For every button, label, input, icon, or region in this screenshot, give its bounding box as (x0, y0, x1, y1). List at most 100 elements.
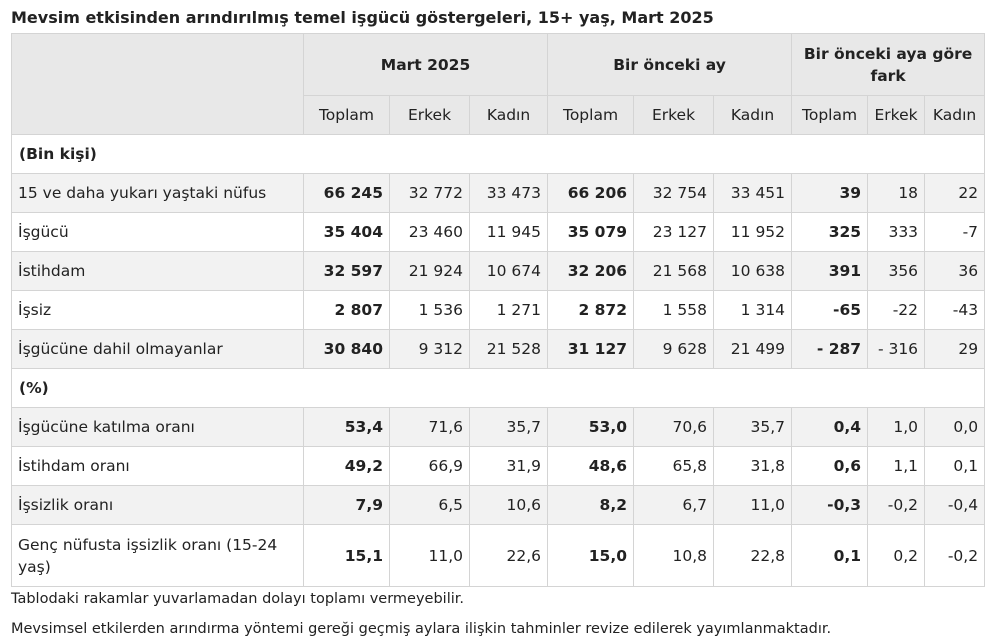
cell-value: - 316 (867, 329, 926, 369)
table-row: 15 ve daha yukarı yaştaki nüfus 66 245 3… (11, 173, 986, 213)
section-label: (%) (10, 368, 986, 408)
row-label: İşgücüne dahil olmayanlar (11, 329, 304, 369)
cell-value: 29 (924, 329, 986, 369)
cell-value: 1,0 (867, 407, 926, 447)
cell-value: -65 (791, 290, 869, 330)
col-header-female: Kadın (468, 95, 549, 135)
cell-value: 35 079 (547, 212, 635, 252)
cell-value: 22,6 (468, 524, 549, 587)
cell-value: 35,7 (468, 407, 549, 447)
cell-value: -7 (924, 212, 986, 252)
cell-value: 21 528 (468, 329, 549, 369)
cell-value: 1 314 (713, 290, 793, 330)
cell-value: 71,6 (389, 407, 470, 447)
cell-value: 11,0 (713, 485, 793, 525)
cell-value: 9 628 (633, 329, 715, 369)
row-label: İşsizlik oranı (11, 485, 304, 525)
cell-value: 6,5 (389, 485, 470, 525)
cell-value: 22,8 (713, 524, 793, 587)
cell-value: 15,1 (303, 524, 390, 587)
cell-value: 35 404 (303, 212, 390, 252)
cell-value: 10 674 (468, 251, 549, 291)
cell-value: 48,6 (547, 446, 635, 486)
col-header-total: Toplam (303, 95, 390, 135)
section-row-percent: (%) (10, 368, 986, 408)
col-header-total: Toplam (791, 95, 869, 135)
cell-value: -0,3 (791, 485, 869, 525)
cell-value: 18 (867, 173, 926, 213)
cell-value: 23 460 (389, 212, 470, 252)
section-row-thousand-persons: (Bin kişi) (10, 134, 986, 174)
table-row: İşsizlik oranı 7,9 6,5 10,6 8,2 6,7 11,0… (11, 485, 986, 525)
cell-value: 1 271 (468, 290, 549, 330)
cell-value: 0,4 (791, 407, 869, 447)
cell-value: 11,0 (389, 524, 470, 587)
cell-value: 49,2 (303, 446, 390, 486)
table-row: Genç nüfusta işsizlik oranı (15-24 yaş) … (11, 524, 986, 587)
table-title: Mevsim etkisinden arındırılmış temel işg… (11, 8, 714, 27)
cell-value: 23 127 (633, 212, 715, 252)
cell-value: 7,9 (303, 485, 390, 525)
cell-value: 2 872 (547, 290, 635, 330)
cell-value: 31 127 (547, 329, 635, 369)
cell-value: 10,6 (468, 485, 549, 525)
table-row: İstihdam oranı 49,2 66,9 31,9 48,6 65,8 … (11, 446, 986, 486)
row-label: 15 ve daha yukarı yaştaki nüfus (11, 173, 304, 213)
cell-value: 35,7 (713, 407, 793, 447)
cell-value: 0,1 (924, 446, 986, 486)
cell-value: 1 558 (633, 290, 715, 330)
cell-value: 391 (791, 251, 869, 291)
cell-value: 36 (924, 251, 986, 291)
cell-value: -0,2 (867, 485, 926, 525)
labour-indicators-table: Mart 2025 Bir önceki ay Bir önceki aya g… (10, 33, 986, 587)
table-row: İstihdam 32 597 21 924 10 674 32 206 21 … (11, 251, 986, 291)
table-row: İşsiz 2 807 1 536 1 271 2 872 1 558 1 31… (11, 290, 986, 330)
row-label: İşgücüne katılma oranı (11, 407, 304, 447)
cell-value: 30 840 (303, 329, 390, 369)
footnote-rounding: Tablodaki rakamlar yuvarlamadan dolayı t… (11, 591, 464, 607)
cell-value: 66,9 (389, 446, 470, 486)
cell-value: 33 473 (468, 173, 549, 213)
cell-value: 0,2 (867, 524, 926, 587)
cell-value: 21 924 (389, 251, 470, 291)
cell-value: 70,6 (633, 407, 715, 447)
table-row: İşgücü 35 404 23 460 11 945 35 079 23 12… (11, 212, 986, 252)
row-label: Genç nüfusta işsizlik oranı (15-24 yaş) (11, 524, 304, 587)
header-empty-cell (11, 33, 304, 135)
cell-value: 53,4 (303, 407, 390, 447)
cell-value: 356 (867, 251, 926, 291)
table-row: İşgücüne katılma oranı 53,4 71,6 35,7 53… (11, 407, 986, 447)
cell-value: 10 638 (713, 251, 793, 291)
cell-value: 22 (924, 173, 986, 213)
cell-value: 66 245 (303, 173, 390, 213)
footnote-revision: Mevsimsel etkilerden arındırma yöntemi g… (11, 621, 832, 637)
cell-value: 32 206 (547, 251, 635, 291)
cell-value: 0,1 (791, 524, 869, 587)
cell-value: 11 945 (468, 212, 549, 252)
cell-value: 0,0 (924, 407, 986, 447)
group-header-current: Mart 2025 (302, 33, 549, 96)
cell-value: 9 312 (389, 329, 470, 369)
cell-value: 10,8 (633, 524, 715, 587)
cell-value: 66 206 (547, 173, 635, 213)
row-label: İşsiz (11, 290, 304, 330)
cell-value: 1,1 (867, 446, 926, 486)
cell-value: -22 (867, 290, 926, 330)
col-header-male: Erkek (389, 95, 470, 135)
cell-value: -0,4 (924, 485, 986, 525)
cell-value: 325 (791, 212, 869, 252)
cell-value: 6,7 (633, 485, 715, 525)
row-label: İstihdam (11, 251, 304, 291)
cell-value: 53,0 (547, 407, 635, 447)
col-header-male: Erkek (633, 95, 715, 135)
cell-value: 65,8 (633, 446, 715, 486)
cell-value: -43 (924, 290, 986, 330)
cell-value: 0,6 (791, 446, 869, 486)
cell-value: 8,2 (547, 485, 635, 525)
cell-value: 1 536 (389, 290, 470, 330)
row-label: İstihdam oranı (11, 446, 304, 486)
group-header-difference: Bir önceki aya göre fark (791, 33, 986, 96)
section-label: (Bin kişi) (10, 134, 986, 174)
col-header-female: Kadın (924, 95, 986, 135)
cell-value: - 287 (791, 329, 869, 369)
